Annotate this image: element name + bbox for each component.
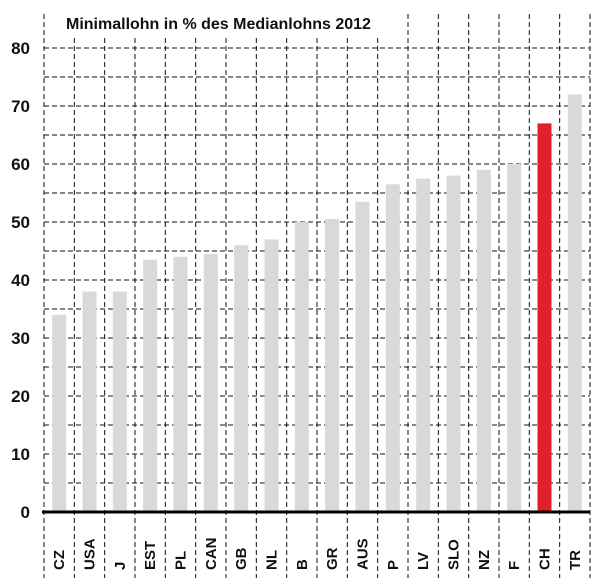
bar-gb: [234, 245, 249, 512]
x-tick-label: GR: [324, 547, 341, 570]
x-tick-label: B: [294, 559, 311, 570]
y-tick-label: 70: [11, 97, 30, 116]
x-tick-label: GB: [233, 547, 250, 570]
grid-lines: [43, 14, 591, 578]
x-tick-label: LV: [415, 552, 432, 570]
y-tick-label: 50: [11, 213, 30, 232]
y-tick-label: 80: [11, 39, 30, 58]
x-category-labels: CZ USA J EST PL CAN GB NL B GR AUS P LV SLO NZ F CH TR: [51, 538, 584, 571]
bar-ch: [537, 123, 552, 513]
bar-cz: [52, 314, 67, 512]
x-tick-label: SLO: [446, 539, 463, 570]
bar-b: [294, 222, 309, 512]
y-tick-label: 20: [11, 387, 30, 406]
bars: [52, 94, 582, 513]
x-tick-label: USA: [82, 538, 99, 570]
y-tick-label: 10: [11, 445, 30, 464]
bar-pl: [173, 256, 188, 512]
x-tick-label: NZ: [476, 550, 493, 570]
bar-p: [385, 184, 400, 513]
x-tick-label: CAN: [203, 538, 220, 571]
bar-slo: [446, 175, 461, 512]
bar-tr: [567, 94, 582, 513]
y-tick-label: 40: [11, 271, 30, 290]
bar-f: [507, 164, 522, 512]
x-tick-label: P: [385, 560, 402, 570]
x-tick-label: AUS: [355, 538, 372, 570]
bar-aus: [355, 201, 370, 512]
bar-usa: [82, 291, 97, 512]
bar-est: [143, 259, 158, 512]
x-tick-label: CZ: [51, 550, 68, 570]
x-tick-label: PL: [173, 551, 190, 570]
chart-title: Minimallohn in % des Medianlohns 2012: [66, 16, 371, 33]
bar-nz: [476, 169, 491, 513]
title-background: [60, 10, 400, 36]
x-tick-label: J: [112, 562, 129, 570]
y-tick-label: 30: [11, 329, 30, 348]
y-tick-labels: 0 10 20 30 40 50 60 70 80: [11, 39, 30, 522]
x-tick-label: NL: [264, 550, 281, 570]
bar-can: [203, 253, 218, 512]
bar-gr: [325, 219, 340, 512]
x-tick-label: TR: [567, 550, 584, 570]
y-tick-label: 0: [21, 503, 30, 522]
bar-nl: [264, 239, 279, 512]
x-tick-label: F: [506, 561, 523, 570]
y-tick-label: 60: [11, 155, 30, 174]
x-tick-label: CH: [537, 548, 554, 570]
x-tick-label: EST: [142, 541, 159, 570]
bar-lv: [416, 178, 431, 512]
bar-j: [112, 291, 127, 512]
